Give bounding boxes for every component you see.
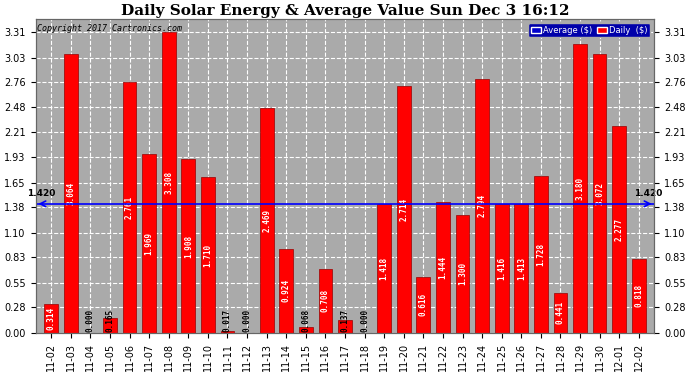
- Bar: [299, 327, 313, 333]
- Bar: [436, 202, 450, 333]
- Bar: [260, 108, 273, 333]
- Bar: [632, 258, 646, 333]
- Text: 0.165: 0.165: [106, 309, 115, 332]
- Text: 1.416: 1.416: [497, 257, 506, 280]
- Text: 0.068: 0.068: [302, 309, 310, 332]
- Text: 2.794: 2.794: [477, 194, 486, 217]
- Text: 1.300: 1.300: [458, 262, 467, 285]
- Bar: [515, 204, 528, 333]
- Legend: Average ($), Daily  ($): Average ($), Daily ($): [529, 24, 650, 38]
- Text: 1.418: 1.418: [380, 257, 388, 280]
- Bar: [417, 277, 430, 333]
- Text: 0.708: 0.708: [321, 289, 330, 312]
- Bar: [573, 44, 587, 333]
- Bar: [338, 320, 352, 333]
- Text: 2.761: 2.761: [125, 196, 134, 219]
- Bar: [495, 204, 509, 333]
- Bar: [123, 82, 137, 333]
- Text: 0.616: 0.616: [419, 293, 428, 316]
- Text: 0.441: 0.441: [556, 301, 565, 324]
- Text: 3.180: 3.180: [575, 177, 584, 200]
- Text: 1.420: 1.420: [27, 189, 56, 198]
- Text: 0.314: 0.314: [47, 307, 56, 330]
- Text: 1.710: 1.710: [204, 244, 213, 267]
- Text: 1.413: 1.413: [517, 257, 526, 280]
- Bar: [64, 54, 78, 333]
- Text: 0.000: 0.000: [86, 309, 95, 332]
- Bar: [475, 79, 489, 333]
- Text: 1.728: 1.728: [536, 243, 545, 266]
- Text: 0.000: 0.000: [360, 309, 369, 332]
- Bar: [279, 249, 293, 333]
- Bar: [221, 332, 235, 333]
- Text: 0.017: 0.017: [223, 309, 232, 332]
- Bar: [593, 54, 607, 333]
- Bar: [44, 304, 58, 333]
- Text: 0.818: 0.818: [634, 284, 643, 307]
- Bar: [201, 177, 215, 333]
- Text: 0.000: 0.000: [243, 309, 252, 332]
- Text: 0.137: 0.137: [340, 309, 350, 332]
- Text: 3.308: 3.308: [164, 171, 173, 194]
- Bar: [455, 215, 469, 333]
- Text: Copyright 2017 Cartronics.com: Copyright 2017 Cartronics.com: [37, 24, 181, 33]
- Text: 1.969: 1.969: [145, 232, 154, 255]
- Bar: [553, 293, 567, 333]
- Bar: [142, 154, 156, 333]
- Bar: [397, 86, 411, 333]
- Text: 2.714: 2.714: [400, 198, 408, 221]
- Text: 1.908: 1.908: [184, 235, 193, 258]
- Bar: [162, 32, 175, 333]
- Bar: [377, 204, 391, 333]
- Title: Daily Solar Energy & Average Value Sun Dec 3 16:12: Daily Solar Energy & Average Value Sun D…: [121, 4, 569, 18]
- Bar: [534, 176, 548, 333]
- Text: 0.924: 0.924: [282, 279, 290, 303]
- Text: 2.469: 2.469: [262, 209, 271, 232]
- Text: 3.064: 3.064: [66, 182, 75, 205]
- Text: 1.420: 1.420: [634, 189, 663, 198]
- Text: 3.072: 3.072: [595, 182, 604, 205]
- Text: 1.444: 1.444: [438, 256, 447, 279]
- Text: 2.277: 2.277: [615, 218, 624, 241]
- Bar: [319, 268, 333, 333]
- Bar: [103, 318, 117, 333]
- Bar: [612, 126, 626, 333]
- Bar: [181, 159, 195, 333]
